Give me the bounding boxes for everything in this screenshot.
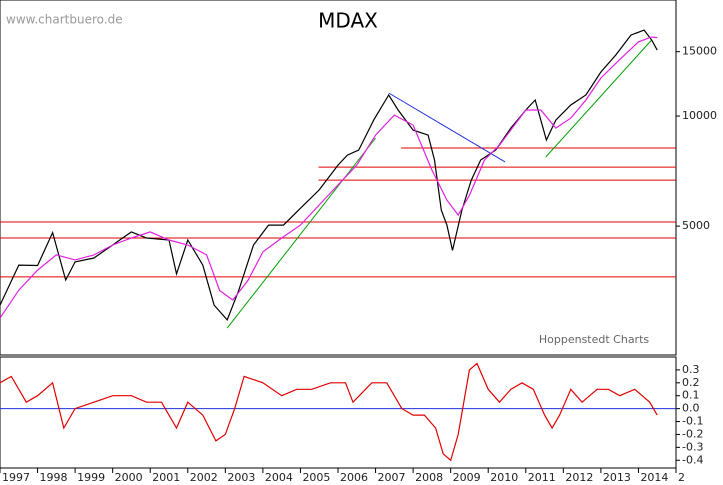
x-tick-label: 1997	[2, 471, 30, 484]
y-tick-label: 0.1	[682, 389, 700, 402]
x-tick-label: 2003	[227, 471, 255, 484]
trend-line	[226, 137, 376, 329]
x-tick-label: 2006	[340, 471, 368, 484]
x-tick-label: 2004	[265, 471, 293, 484]
trend-line	[545, 39, 652, 158]
x-tick-label: 2010	[490, 471, 518, 484]
x-tick-label: 2013	[603, 471, 631, 484]
y-tick-label: 5000	[682, 219, 710, 232]
series-line	[0, 362, 658, 462]
trend-line	[388, 92, 506, 163]
x-tick-label: 2005	[302, 471, 330, 484]
x-tick-label: 2008	[415, 471, 443, 484]
y-tick-label: -0.1	[682, 415, 703, 428]
y-tick-label: 0.0	[682, 402, 700, 415]
indicator-frame	[0, 356, 677, 469]
watermark: www.chartbuero.de	[6, 13, 123, 27]
x-tick-label: 1998	[40, 471, 68, 484]
x-tick-label: 2014	[640, 471, 668, 484]
price-frame	[0, 0, 677, 356]
chart-title: MDAX	[318, 9, 378, 33]
y-tick-label: -0.2	[682, 427, 703, 440]
x-tick-label: 2000	[115, 471, 143, 484]
source: Hoppenstedt Charts	[539, 333, 650, 346]
x-tick-label: 2011	[528, 471, 556, 484]
x-axis: 1997 1998 1999 2000 2001 2002 2003 2004 2005 2006…	[2, 471, 706, 484]
x-tick-label: 2001	[152, 471, 180, 484]
y-tick-label: -0.3	[682, 440, 703, 453]
y-tick-label: 0.2	[682, 376, 700, 389]
y-tick-label: 15000	[682, 45, 717, 58]
series-line	[0, 29, 658, 322]
x-tick-label: 2012	[565, 471, 593, 484]
series-line	[0, 36, 658, 319]
x-tick-label: 2015	[678, 471, 706, 484]
y-tick-label: 0.3	[682, 363, 700, 376]
x-tick-label: 2009	[453, 471, 481, 484]
x-tick-label: 2007	[378, 471, 406, 484]
y-tick-label: 10000	[682, 109, 717, 122]
x-tick-label: 2002	[190, 471, 218, 484]
x-tick-label: 1999	[77, 471, 105, 484]
y-tick-label: -0.4	[682, 453, 703, 466]
